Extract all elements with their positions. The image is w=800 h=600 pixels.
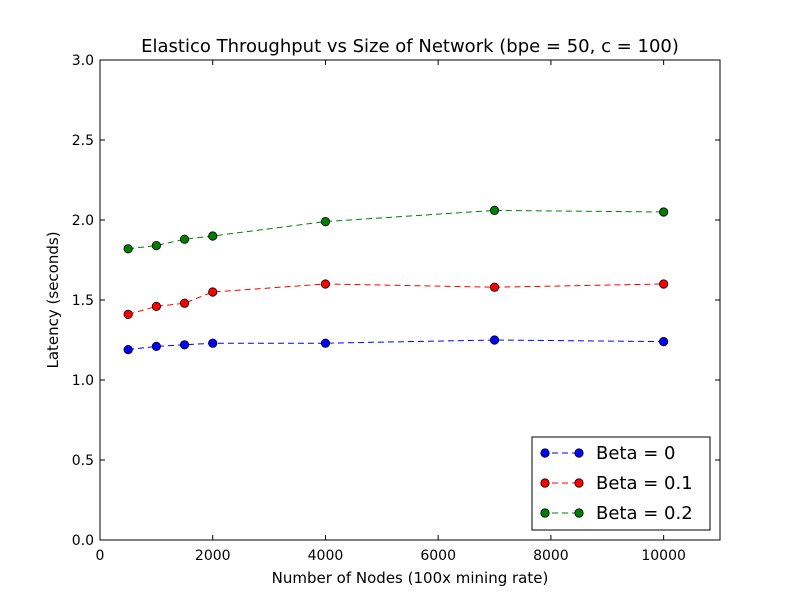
data-point [151, 341, 161, 351]
y-tick-label: 1.5 [72, 293, 94, 309]
x-tick-label: 6000 [420, 548, 456, 564]
legend-entry: Beta = 0.1 [540, 473, 693, 494]
axis-ticks: 0 2000 4000 6000 8000 10000 0.0 0.5 1.0 1.5 2.0 2.5… [72, 53, 720, 564]
data-point [179, 234, 190, 244]
data-point [659, 279, 669, 289]
data-point [208, 287, 218, 297]
legend-entry: Beta = 0.2 [540, 503, 693, 524]
x-tick-label: 8000 [533, 548, 569, 564]
data-point [208, 338, 218, 348]
data-point [489, 282, 500, 292]
y-tick-label: 2.0 [72, 213, 94, 229]
x-tick-label: 2000 [195, 548, 231, 564]
y-tick-label: 3.0 [72, 53, 94, 69]
legend-marker [540, 448, 550, 458]
data-point [179, 340, 190, 350]
data-point [659, 336, 669, 347]
legend-marker [574, 478, 584, 488]
legend-marker [574, 448, 584, 458]
x-tick-label: 10000 [641, 548, 686, 564]
legend-label: Beta = 0.1 [596, 473, 693, 494]
legend-box [531, 436, 711, 531]
y-tick-label: 1.0 [72, 373, 94, 389]
data-point [151, 301, 161, 311]
series-1 [123, 279, 669, 319]
data-point [320, 338, 331, 348]
data-point [320, 279, 331, 289]
y-axis-label: Latency (seconds) [44, 231, 62, 368]
series-0 [123, 335, 669, 355]
y-tick-label: 2.5 [72, 133, 94, 149]
data-point [123, 309, 133, 319]
legend-label: Beta = 0 [596, 443, 676, 464]
y-tick-label: 0.0 [72, 533, 94, 549]
data-point [489, 205, 500, 215]
data-point [123, 344, 133, 355]
data-point [151, 241, 161, 251]
data-point [179, 298, 190, 308]
plot-frame [99, 59, 721, 541]
series-2 [123, 205, 669, 254]
data-point [208, 231, 218, 241]
legend-marker [574, 508, 584, 518]
legend: Beta = 0 Beta = 0.1 Beta = 0.2 [531, 436, 711, 531]
series-layer [123, 205, 669, 355]
data-point [320, 217, 331, 227]
legend-entry: Beta = 0 [540, 443, 676, 464]
legend-marker [540, 478, 550, 488]
x-tick-label: 0 [96, 548, 105, 564]
data-point [123, 244, 133, 254]
x-axis-label: Number of Nodes (100x mining rate) [272, 569, 549, 587]
legend-label: Beta = 0.2 [596, 503, 693, 524]
x-tick-label: 4000 [308, 548, 344, 564]
chart-title: Elastico Throughput vs Size of Network (… [141, 36, 679, 57]
y-tick-label: 0.5 [72, 453, 94, 469]
data-point [489, 335, 500, 345]
data-point [659, 207, 669, 217]
legend-marker [540, 508, 550, 518]
